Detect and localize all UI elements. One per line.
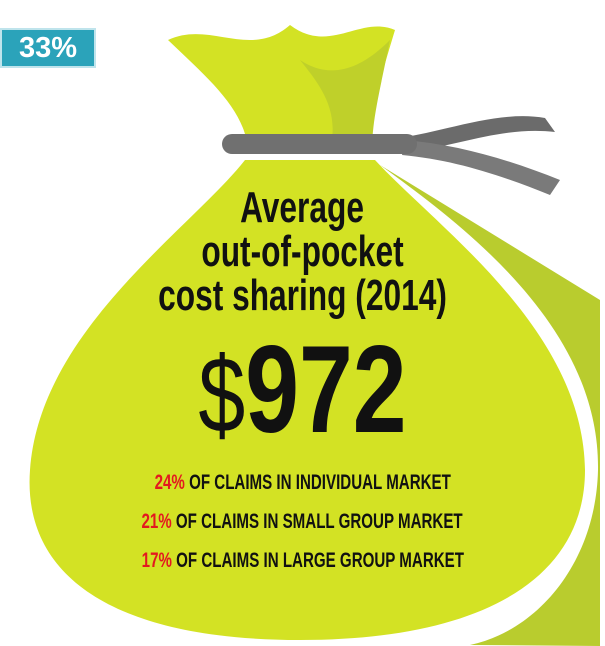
badge: 33% [0,28,96,68]
title-line: Average [240,183,365,232]
claim-text: OF CLAIMS IN SMALL GROUP MARKET [176,510,464,533]
claim: 24% OF CLAIMS IN INDIVIDUAL MARKET [0,472,605,494]
tie-band [222,134,417,154]
claim-text: OF CLAIMS IN INDIVIDUAL MARKET [188,471,451,494]
currency: $ [198,334,246,455]
bag-shadow [380,165,600,646]
claim: 21% OF CLAIMS IN SMALL GROUP MARKET [0,511,605,533]
amount-value: 972 [245,321,407,459]
claim-text: OF CLAIMS IN LARGE GROUP MARKET [175,549,464,572]
ribbon [402,140,560,195]
claim-percent: 17% [141,549,172,572]
bag-neck-shade [300,40,390,150]
title-line: cost sharing (2014) [158,271,447,320]
claim-percent: 21% [141,510,173,533]
ribbon [400,116,555,152]
claim: 17% OF CLAIMS IN LARGE GROUP MARKET [0,550,605,572]
claim-percent: 24% [154,471,185,494]
amount: $972 [0,328,605,488]
title-line: out-of-pocket [201,227,404,276]
bag-body [29,160,585,640]
